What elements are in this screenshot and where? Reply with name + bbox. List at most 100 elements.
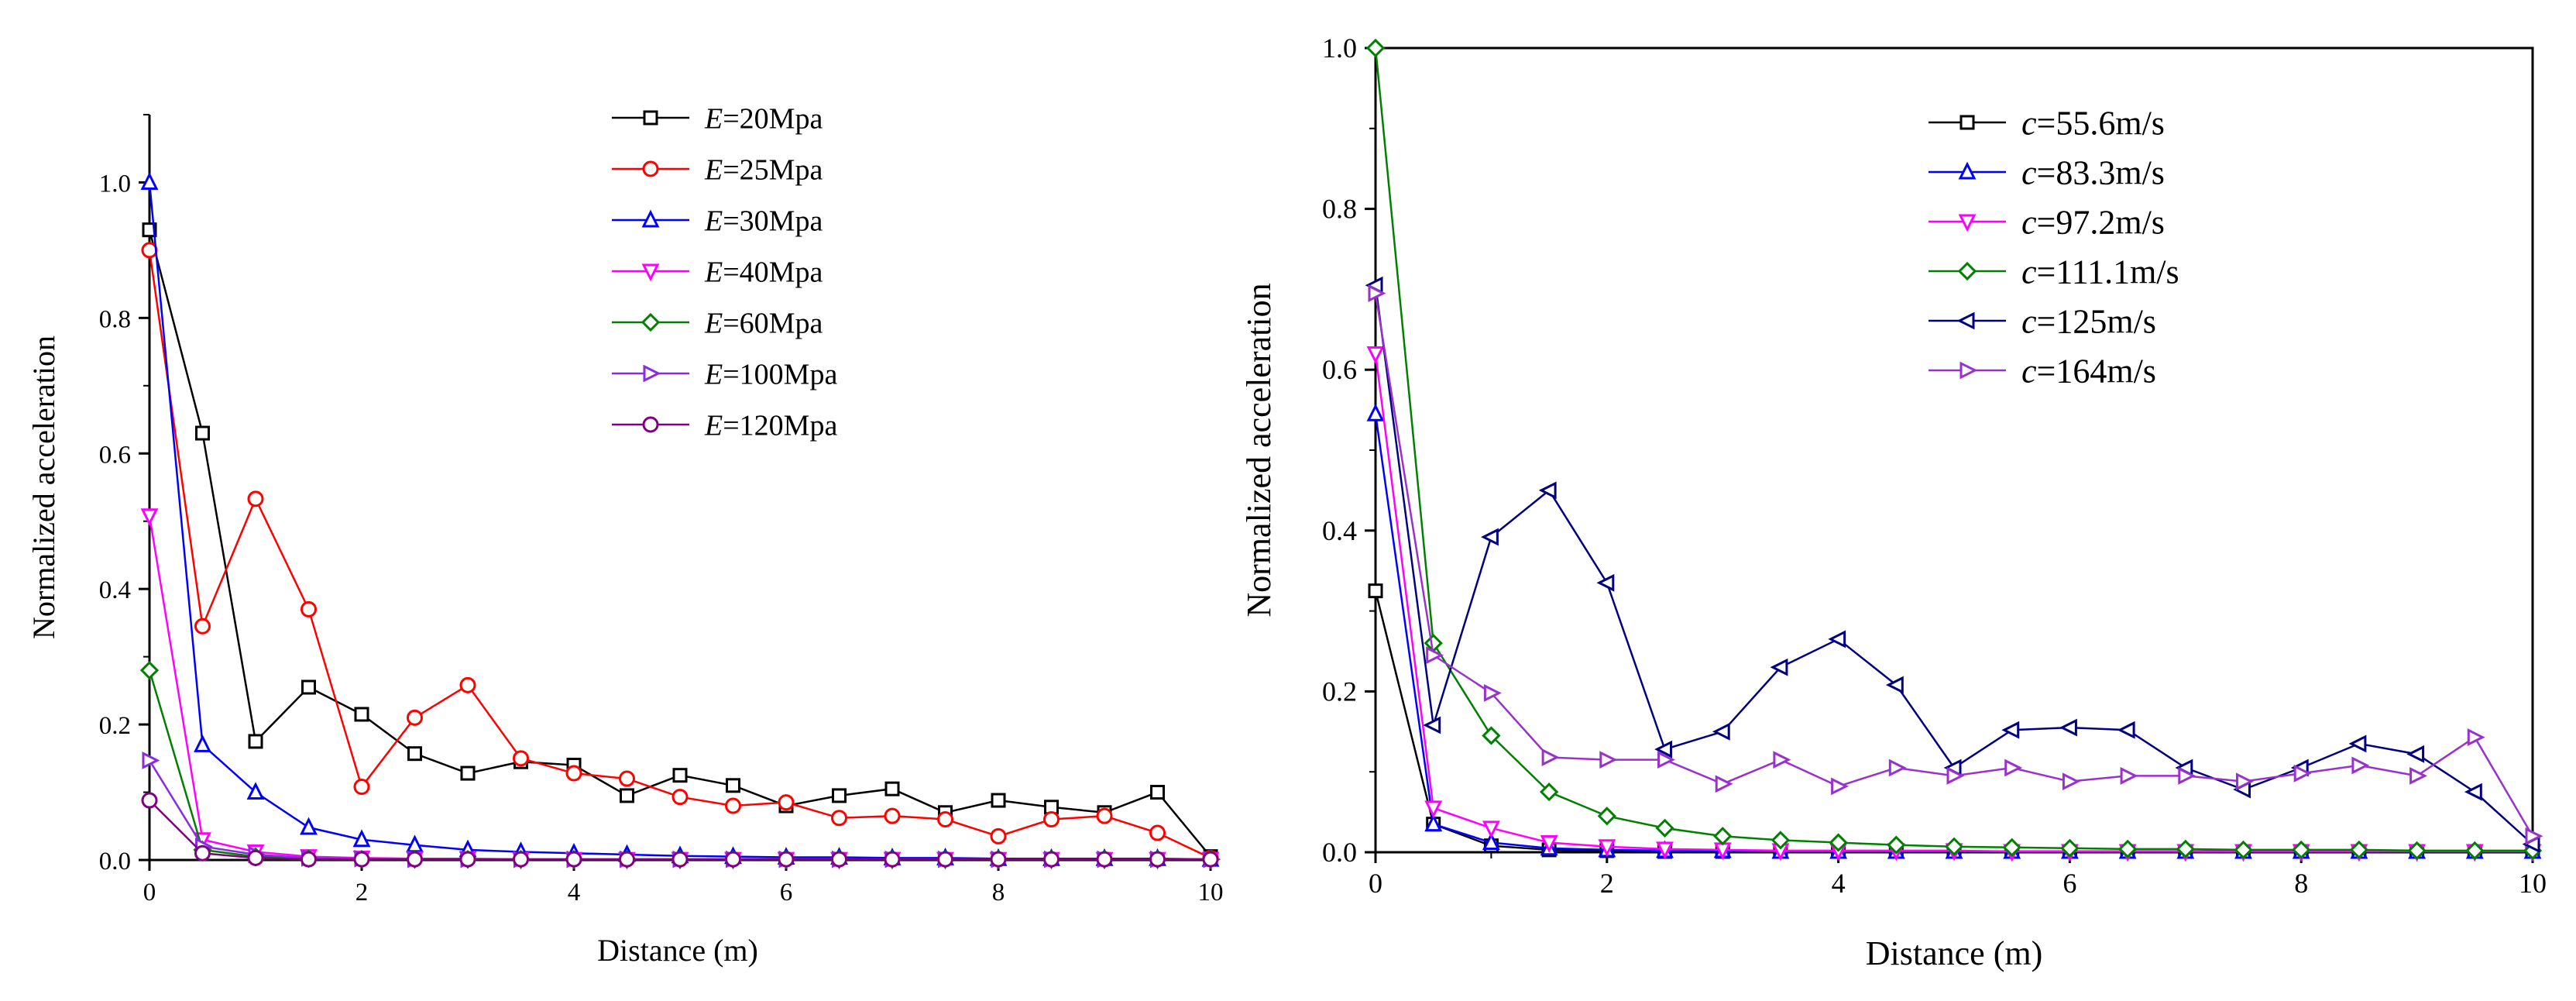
data-point <box>884 851 901 868</box>
data-point <box>1483 684 1502 702</box>
data-point <box>1365 38 1386 58</box>
data-point <box>1202 851 1219 868</box>
legend-marker <box>1957 261 1977 281</box>
data-point <box>2117 721 2135 739</box>
data-point <box>194 734 211 752</box>
legend-value: =111.1m/s <box>2037 253 2179 291</box>
data-point <box>2464 783 2482 801</box>
plot-frame <box>1374 46 2534 854</box>
data-point <box>1368 583 1383 599</box>
data-point <box>1043 811 1060 828</box>
y-tick-label: 0.8 <box>99 305 131 333</box>
legend-label: c=97.2m/s <box>2021 203 2165 241</box>
legend-value: =20Mpa <box>723 102 823 135</box>
data-point <box>195 425 210 441</box>
legend-marker <box>1958 161 1977 180</box>
data-point <box>1368 284 1386 303</box>
legend-variable: c <box>2021 153 2037 191</box>
data-point <box>619 851 635 868</box>
legend-entry: E=30Mpa <box>612 205 823 237</box>
data-point <box>1043 851 1060 868</box>
legend-variable: E <box>704 307 723 339</box>
x-axis-label: Distance (m) <box>597 933 758 968</box>
series-line <box>148 182 1211 861</box>
legend-variable: E <box>704 409 723 442</box>
legend-variable: c <box>2021 352 2037 390</box>
y-tick-label: 0.2 <box>99 712 131 740</box>
x-tick-label: 0 <box>1369 868 1382 899</box>
data-point <box>301 851 317 868</box>
data-point <box>1715 775 1733 793</box>
y-axis-label: Normalized acceleration <box>26 335 61 639</box>
x-tick-label: 10 <box>1198 879 1224 906</box>
data-point <box>1887 835 1906 855</box>
legend-label: c=55.6m/s <box>2021 104 2165 142</box>
legend-marker <box>642 160 659 177</box>
legend-variable: c <box>2021 104 2037 142</box>
data-point <box>1366 346 1385 364</box>
data-point <box>1831 777 1849 796</box>
legend-label: E=20Mpa <box>704 102 823 135</box>
legend-entry: c=83.3m/s <box>1929 153 2165 191</box>
data-point <box>353 779 370 796</box>
legend-marker <box>643 364 661 383</box>
data-point <box>2293 764 2312 783</box>
legend-entry: E=100Mpa <box>612 358 837 390</box>
data-point <box>246 782 265 800</box>
data-point <box>990 827 1007 844</box>
data-point <box>1482 832 1500 851</box>
data-point <box>194 844 211 862</box>
y-axis-label: Normalized acceleration <box>1240 283 1278 617</box>
data-point <box>1712 722 1730 741</box>
legend-marker <box>1959 115 1975 130</box>
x-axis-label: Distance (m) <box>1866 934 2042 972</box>
x-tick-label: 10 <box>2519 868 2547 899</box>
data-point <box>1538 481 1557 500</box>
data-point <box>1888 758 1907 777</box>
data-point <box>1150 785 1165 800</box>
y-tick-label: 0.4 <box>1322 515 1357 546</box>
data-point <box>459 676 476 693</box>
data-point <box>353 851 370 868</box>
legend-label: E=40Mpa <box>704 256 823 288</box>
legend-entry: c=125m/s <box>1929 302 2156 340</box>
data-point <box>2525 827 2543 845</box>
legend-marker <box>1956 311 1975 330</box>
legend-label: c=111.1m/s <box>2021 253 2179 291</box>
data-point <box>1655 818 1674 838</box>
data-point <box>726 778 740 793</box>
data-point <box>937 811 953 828</box>
y-tick-label: 1.0 <box>99 170 131 198</box>
data-point <box>832 788 847 803</box>
data-point <box>725 797 741 814</box>
data-point <box>2409 766 2427 785</box>
data-point <box>247 490 264 507</box>
y-tick-label: 1.0 <box>1322 33 1357 64</box>
data-point <box>725 851 741 868</box>
legend-value: =125m/s <box>2037 302 2156 340</box>
series-line <box>148 229 1211 858</box>
data-point <box>1424 800 1443 819</box>
data-point <box>2120 766 2138 785</box>
legend-marker <box>641 209 660 228</box>
data-point <box>1713 827 1733 846</box>
data-point <box>1599 751 1618 769</box>
data-point <box>1096 851 1113 868</box>
data-point <box>1596 573 1615 592</box>
legend-value: =97.2m/s <box>2037 203 2165 241</box>
data-point <box>831 810 847 827</box>
data-point <box>2004 758 2023 777</box>
legend-entry: E=20Mpa <box>612 102 823 135</box>
x-tick-label: 2 <box>355 879 369 906</box>
series-line <box>148 249 1211 859</box>
data-point <box>1423 716 1441 734</box>
legend-marker <box>1958 214 1977 232</box>
data-point <box>2117 839 2138 858</box>
data-point <box>459 851 476 868</box>
data-point <box>2002 838 2021 857</box>
series-20mpa <box>142 222 1218 865</box>
legend-value: =25Mpa <box>723 153 823 186</box>
series-line <box>1374 590 2533 853</box>
series-30mpa <box>140 172 1220 867</box>
